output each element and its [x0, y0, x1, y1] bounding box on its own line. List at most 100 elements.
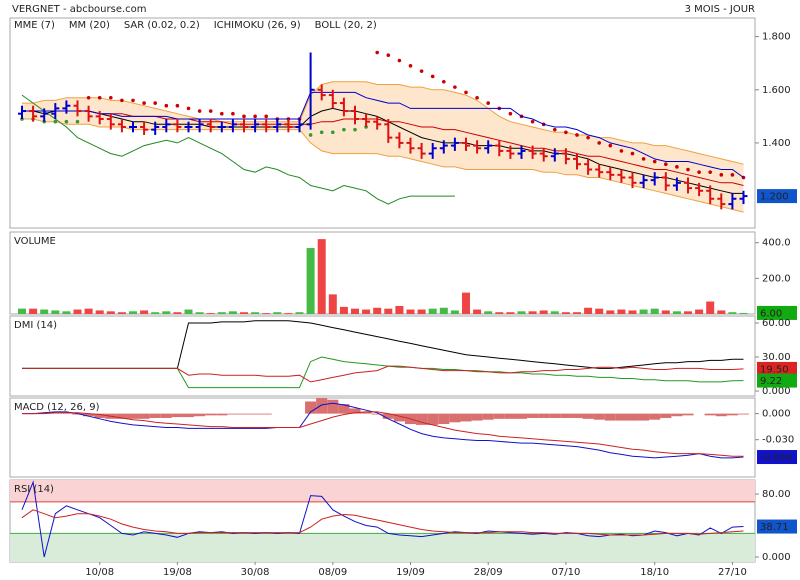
volume-bar: [217, 312, 226, 314]
histogram-bar: [726, 413, 738, 416]
sar-dot: [641, 157, 646, 161]
histogram-bar: [604, 413, 616, 421]
histogram-bar: [116, 413, 128, 419]
x-tick-label: 18/10: [640, 567, 669, 578]
sar-dot: [630, 151, 635, 156]
panel-title: DMI (14): [14, 320, 57, 331]
legend-entry: ICHIMOKU (26, 9): [214, 20, 301, 31]
histogram-bar: [504, 413, 516, 419]
volume-bar: [462, 292, 470, 314]
volume-bar: [384, 308, 393, 314]
volume-bar: [695, 309, 704, 314]
panel-frame: [9, 231, 756, 315]
sar-dot: [697, 170, 701, 174]
volume-bar: [373, 307, 382, 314]
indicator-line: [22, 402, 744, 459]
volume-bar: [672, 311, 681, 314]
volume-bar: [273, 312, 282, 314]
volume-bar: [606, 310, 615, 314]
sar-dot: [375, 50, 380, 55]
sar-dot: [442, 79, 446, 84]
sar-dot: [64, 119, 69, 124]
sar-dot: [386, 53, 391, 58]
histogram-bar: [515, 413, 528, 419]
panel-title: RSI (14): [14, 484, 54, 495]
sar-dot: [664, 162, 668, 167]
histogram-bar: [127, 413, 139, 419]
histogram-bar: [371, 413, 383, 415]
volume-bar: [328, 294, 337, 314]
volume-bar: [184, 309, 193, 314]
histogram-bar: [338, 404, 350, 414]
histogram-bar: [482, 413, 494, 420]
histogram-bar: [560, 413, 572, 418]
sar-dot: [97, 95, 102, 100]
volume-bar: [284, 313, 293, 314]
y-tick-label: 200.0: [762, 273, 791, 284]
value-badge-label: 6.00: [760, 308, 782, 319]
histogram-bar: [660, 413, 672, 418]
volume-bar: [129, 311, 137, 314]
volume-bar: [240, 312, 248, 314]
sar-dot: [109, 95, 113, 100]
sar-dot: [220, 111, 224, 116]
volume-bar: [728, 312, 737, 314]
histogram-bar: [393, 413, 405, 422]
sar-dot: [331, 130, 335, 135]
volume-bar: [18, 308, 26, 314]
volume-bar: [29, 308, 38, 314]
y-tick-label: 1.800: [762, 32, 791, 43]
indicator-line: [22, 411, 744, 457]
boll-band-fill: [22, 81, 744, 213]
volume-bar: [506, 312, 515, 314]
y-tick-label: 1.400: [762, 138, 791, 149]
volume-bar: [684, 311, 692, 314]
volume-bar: [417, 309, 426, 314]
lagging-line: [21, 94, 455, 205]
sar-dot: [575, 133, 579, 137]
value-badge: [757, 373, 797, 388]
volume-bar: [595, 308, 604, 314]
sar-dot: [508, 111, 513, 116]
y-tick-label: 60.00: [762, 318, 791, 329]
x-tick-label: 28/09: [474, 567, 503, 578]
volume-bar: [661, 310, 670, 314]
histogram-bar: [671, 413, 683, 417]
histogram-bar: [316, 398, 328, 414]
histogram-bar: [327, 399, 339, 414]
volume-bar: [95, 310, 104, 314]
value-badge-label: -0.050: [760, 453, 792, 464]
sar-dot: [608, 143, 613, 148]
x-tick-label: 19/09: [396, 567, 425, 578]
sar-dot: [197, 109, 202, 113]
sar-dot: [619, 149, 624, 153]
histogram-bar: [527, 413, 539, 418]
sar-dot: [453, 85, 457, 89]
panel-frame: [9, 397, 756, 478]
histogram-bar: [638, 413, 650, 421]
volume-bar: [561, 312, 570, 314]
panel-content: [18, 239, 748, 314]
value-badge: [757, 519, 797, 534]
histogram-bar: [171, 413, 183, 418]
panel-content: [22, 398, 750, 459]
sar-dot: [564, 130, 568, 135]
x-tick-label: 07/10: [551, 567, 580, 578]
histogram-bar: [493, 413, 505, 419]
sar-dot: [264, 114, 269, 119]
histogram-bar: [704, 413, 716, 416]
histogram-bar: [149, 413, 161, 418]
volume-bar: [517, 311, 526, 314]
volume-bar: [484, 311, 493, 314]
volume-bar: [450, 310, 459, 314]
volume-bar: [495, 312, 504, 314]
panel-content: [10, 480, 755, 562]
panel-content: [22, 320, 744, 389]
histogram-bar: [549, 413, 561, 418]
sar-dot: [308, 133, 313, 137]
volume-bar: [395, 305, 404, 314]
panel-title: MACD (12, 26, 9): [14, 402, 100, 413]
histogram-bar: [626, 413, 639, 421]
sar-dot: [120, 98, 124, 103]
x-tick-label: 19/08: [163, 567, 192, 578]
